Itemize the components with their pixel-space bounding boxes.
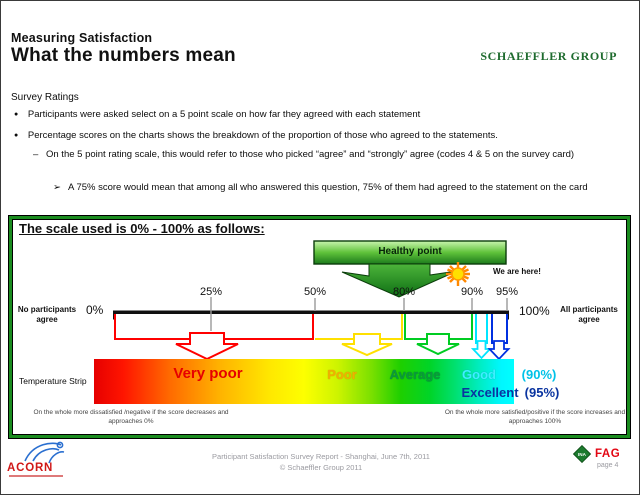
strip-label-poor: Poor (327, 367, 357, 382)
strip-label-good: Good (462, 367, 496, 382)
page-number: page 4 (597, 462, 619, 469)
bullet-text: Participants were asked select on a 5 po… (27, 109, 421, 120)
section-heading: Survey Ratings (11, 92, 79, 103)
acorn-tagline-line (9, 475, 63, 477)
temperature-strip-label: Temperature Strip (19, 376, 87, 386)
note-right: On the whole more satisfied/positive if … (444, 409, 626, 425)
tick-label-95: 95% (495, 286, 519, 298)
fag-logo-text: FAG (595, 448, 621, 460)
footer-report-info: Participant Satisfaction Survey Report -… (121, 452, 521, 473)
left-axis-label: No participants agree (17, 305, 77, 324)
acorn-logo-text: ACORN (7, 462, 54, 474)
axis-hundred-label: 100% (519, 304, 550, 318)
sub-sub-bullet-text: A 75% score would mean that among all wh… (68, 182, 588, 193)
right-axis-label: All participants agree (560, 305, 618, 324)
brand-logo-text: SCHAEFFLER GROUP (480, 49, 617, 63)
slide-kicker: Measuring Satisfaction (11, 31, 153, 45)
dash-icon: – (33, 149, 39, 160)
tick-label-80: 80% (392, 286, 416, 298)
page-title: What the numbers mean (11, 45, 236, 66)
footer-copyright: © Schaeffler Group 2011 (279, 462, 363, 472)
footer-report-title: Participant Satisfaction Survey Report -… (212, 452, 430, 461)
temperature-strip (94, 359, 514, 404)
strip-label-excellent: Excellent (461, 385, 519, 400)
tick-label-25: 25% (199, 286, 223, 298)
strip-label-good-pct: (90%) (521, 367, 557, 382)
bullet-item-1: ● Participants were asked select on a 5 … (14, 109, 624, 121)
acorn-logo-mark (24, 441, 65, 464)
svg-text:INA: INA (578, 452, 587, 457)
sub-sub-bullet-item: ➢ A 75% score would mean that among all … (53, 182, 588, 194)
strip-label-average: Average (389, 367, 441, 382)
note-left: On the whole more dissatisfied /negative… (33, 409, 229, 425)
arrowhead-icon: ➢ (53, 182, 61, 193)
bullet-text: Percentage scores on the charts shows th… (27, 130, 498, 141)
strip-label-very-poor: Very poor (173, 365, 243, 382)
tick-label-50: 50% (303, 286, 327, 298)
strip-label-excellent-pct: (95%) (524, 385, 560, 400)
we-are-here-label: We are here! (493, 267, 541, 276)
ina-logo: INA (573, 445, 591, 463)
bullet-icon: ● (14, 111, 19, 118)
bullet-item-2: ● Percentage scores on the charts shows … (14, 130, 629, 142)
tick-label-90: 90% (460, 286, 484, 298)
healthy-point-label: Healthy point (378, 246, 442, 257)
axis-zero-label: 0% (86, 303, 104, 317)
sub-bullet-text: On the 5 point rating scale, this would … (46, 149, 575, 160)
scale-box-title: The scale used is 0% - 100% as follows: (19, 221, 265, 236)
sub-bullet-item: – On the 5 point rating scale, this woul… (33, 149, 617, 161)
bullet-icon: ● (14, 132, 19, 139)
